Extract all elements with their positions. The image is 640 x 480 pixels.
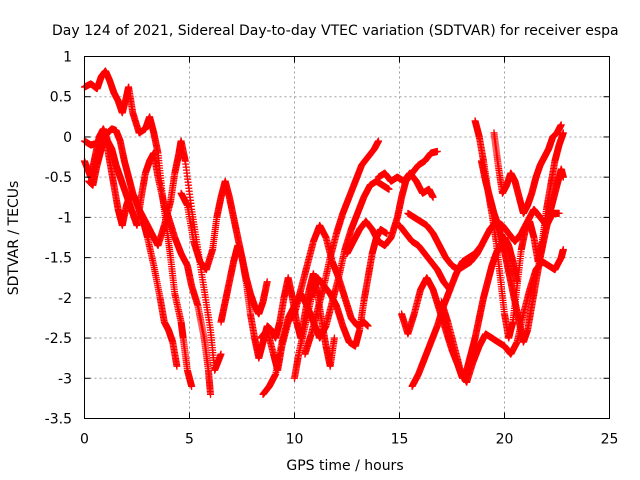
data-point [330, 334, 338, 342]
data-point [188, 382, 196, 390]
series-s11 [343, 147, 441, 258]
series-s1 [81, 67, 196, 390]
data-marks [81, 67, 567, 398]
data-point [217, 350, 225, 358]
series-s4 [85, 133, 181, 370]
series-s3 [81, 125, 214, 398]
